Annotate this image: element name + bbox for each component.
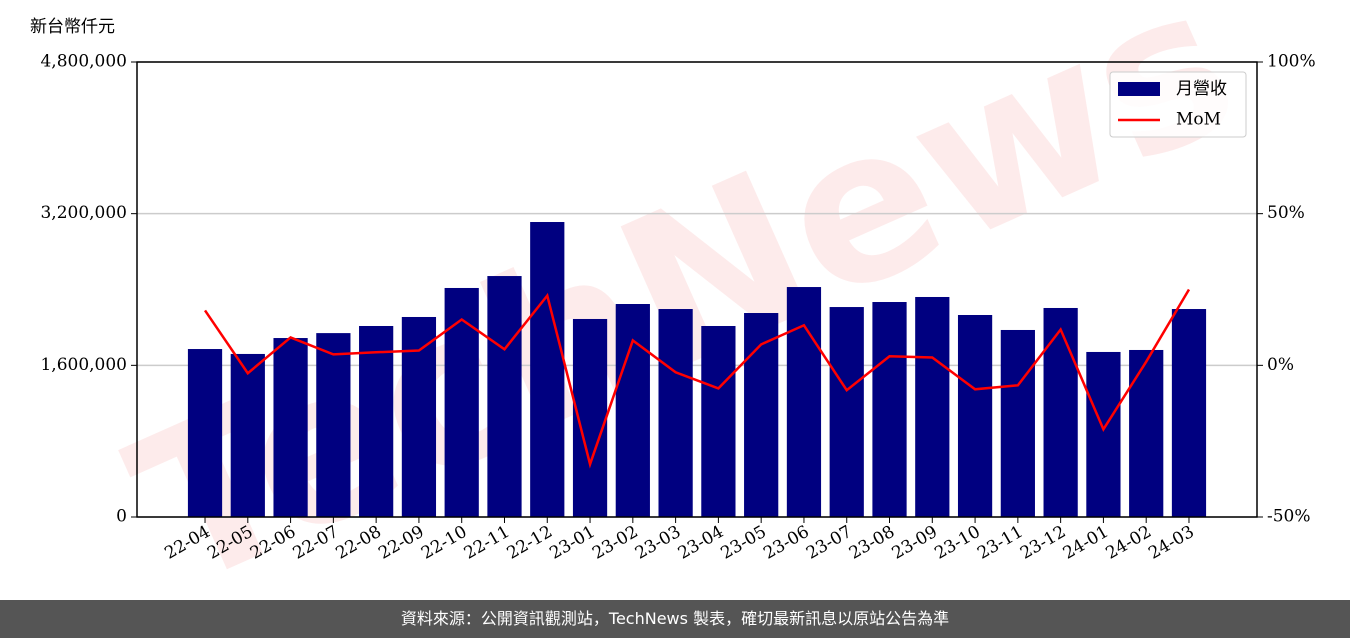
y-axis-label: 新台幣仟元 [30,17,115,37]
bar [487,276,522,517]
bar [401,316,437,517]
bar [273,338,308,517]
bar [530,222,565,517]
legend-swatch [1118,82,1160,96]
bar [829,307,864,517]
bar [444,287,479,517]
line [203,288,1191,469]
x-tick-label: 23-12 [1017,522,1069,564]
bar [701,325,736,517]
legend-label: 月營收 [1176,79,1227,99]
footer: 資料來源：公開資訊觀測站，TechNews 製表，確切最新訊息以原站公告為準 [0,600,1350,638]
x-tick-label: 24-02 [1102,522,1154,564]
x-tick-label: 24-03 [1145,522,1197,564]
x-tick-label: 23-08 [846,522,898,564]
x-tick-label: 22-12 [504,522,556,564]
plot-frame [136,61,1258,518]
y-tick-label: 1,600,000 [40,355,127,375]
bar [1129,349,1164,517]
y2-tick-label: 0% [1267,355,1294,375]
bar [786,287,822,517]
chart: 新台幣仟元 TechNews 01,600,0003,200,0004,800,… [30,0,1316,600]
x-tick-label: 23-07 [803,522,855,564]
bar [615,304,650,517]
y-tick-label: 3,200,000 [40,203,127,223]
y-tick-label: 4,800,000 [40,52,127,72]
bar [1043,307,1078,517]
x-tick-label: 23-11 [974,522,1026,564]
x-tick-label: 23-02 [589,522,641,564]
bar [957,314,993,517]
x-tick-label: 23-10 [931,522,983,564]
legend-label: MoM [1176,110,1221,130]
x-tick-label: 23-06 [760,522,812,564]
x-tick-label: 23-01 [546,522,598,564]
y2-tick-label: 100% [1267,52,1316,72]
bar [1000,329,1035,517]
x-tick-label: 23-09 [889,522,941,564]
bar [744,313,779,517]
y2-tick-label: 50% [1267,203,1305,223]
bar [1171,309,1207,517]
x-tick-label: 23-05 [717,522,769,564]
x-tick-label: 23-04 [675,522,727,564]
y2-tick-label: -50% [1267,507,1311,527]
y-tick-label: 0 [116,507,127,527]
bar [1086,351,1121,517]
x-tick-label: 23-03 [632,522,684,564]
bar [872,302,907,517]
x-tick-label: 24-01 [1060,522,1112,564]
bar [316,333,351,517]
legend: 月營收 MoM [1109,71,1247,138]
bar [359,325,394,517]
bar [915,296,950,517]
bar [187,349,223,517]
bar [230,353,265,517]
x-tick-label: 22-11 [461,522,513,564]
bar [658,309,693,517]
